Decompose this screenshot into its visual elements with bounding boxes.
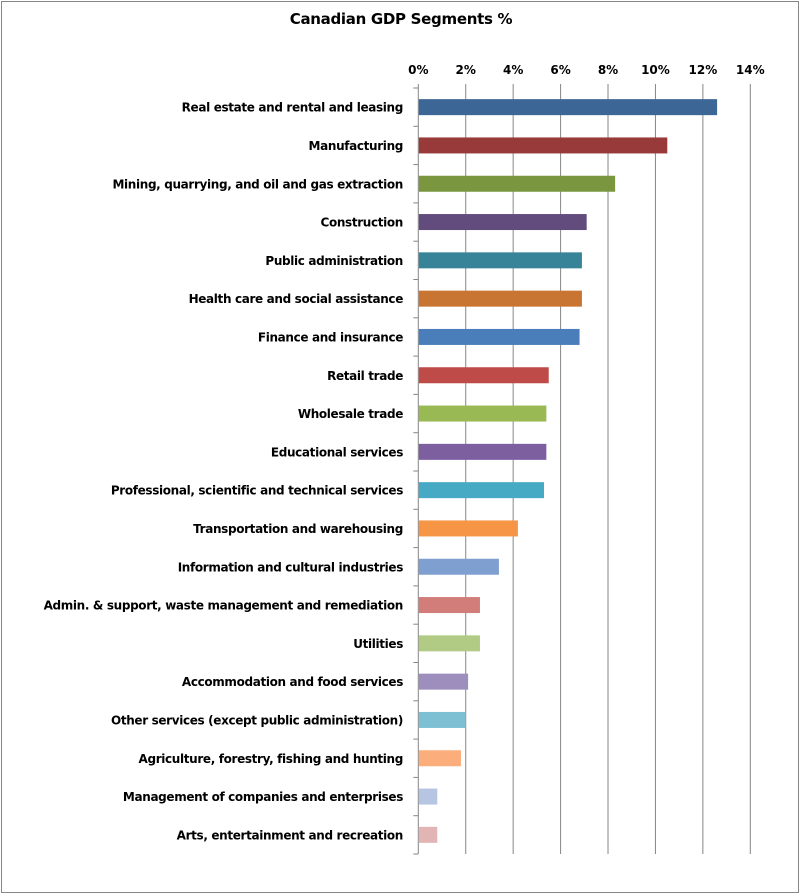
x-tick-label: 12% [689,63,718,77]
bar [418,788,438,805]
category-label: Professional, scientific and technical s… [111,484,403,498]
bar [418,290,582,307]
bar [418,405,547,422]
bar [418,214,587,231]
bars [418,99,718,843]
bar [418,826,438,843]
bar [418,711,466,728]
x-tick-label: 4% [503,63,523,77]
bar [418,597,480,614]
x-tick-label: 2% [456,63,476,77]
category-label: Wholesale trade [298,407,403,421]
category-label: Transportation and warehousing [193,522,403,536]
category-label: Retail trade [327,369,403,383]
category-label: Educational services [271,445,403,459]
category-label: Real estate and rental and leasing [182,101,403,115]
bar [418,175,616,192]
category-label: Mining, quarrying, and oil and gas extra… [112,177,403,191]
bar [418,137,668,154]
bar [418,252,582,269]
gridlines [465,88,751,854]
category-label: Agriculture, forestry, fishing and hunti… [139,752,403,766]
bar [418,750,461,767]
x-axis-ticks: 0% 2% 4% 6% 8% 10% 12% 14% [408,63,765,88]
bar [418,482,544,499]
x-tick-label: 10% [641,63,670,77]
category-label: Other services (except public administra… [111,713,403,727]
category-label: Admin. & support, waste management and r… [44,599,403,613]
category-label: Public administration [265,254,403,268]
category-label: Management of companies and enterprises [123,790,403,804]
category-labels: Real estate and rental and leasing Manufa… [44,101,404,843]
category-label: Information and cultural industries [178,560,404,574]
category-label: Accommodation and food services [182,675,403,689]
x-tick-label: 0% [408,63,428,77]
x-tick-label: 14% [736,63,765,77]
bar [418,673,469,690]
category-label: Manufacturing [309,139,403,153]
bar [418,520,518,537]
chart-title: Canadian GDP Segments % [289,10,513,28]
bar [418,443,547,460]
x-tick-label: 6% [550,63,570,77]
category-label: Construction [321,216,403,230]
category-label: Finance and insurance [258,330,403,344]
bar [418,558,499,575]
y-axis [413,87,419,855]
bar [418,328,580,345]
category-label: Health care and social assistance [189,292,404,306]
bar [418,635,480,652]
bar [418,367,549,384]
bar [418,99,718,116]
category-label: Utilities [353,637,403,651]
category-label: Arts, entertainment and recreation [177,828,403,842]
x-tick-label: 8% [598,63,618,77]
